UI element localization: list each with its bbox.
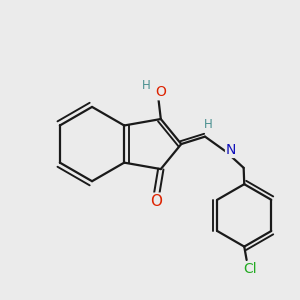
Text: O: O bbox=[150, 194, 162, 209]
Text: Cl: Cl bbox=[243, 262, 257, 277]
Text: H: H bbox=[204, 118, 213, 130]
Text: N: N bbox=[226, 143, 236, 157]
Text: H: H bbox=[142, 79, 151, 92]
Text: O: O bbox=[155, 85, 166, 99]
